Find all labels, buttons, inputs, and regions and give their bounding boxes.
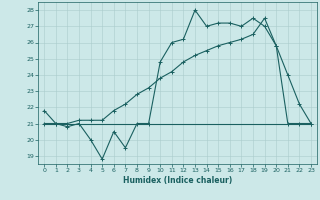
- X-axis label: Humidex (Indice chaleur): Humidex (Indice chaleur): [123, 176, 232, 185]
